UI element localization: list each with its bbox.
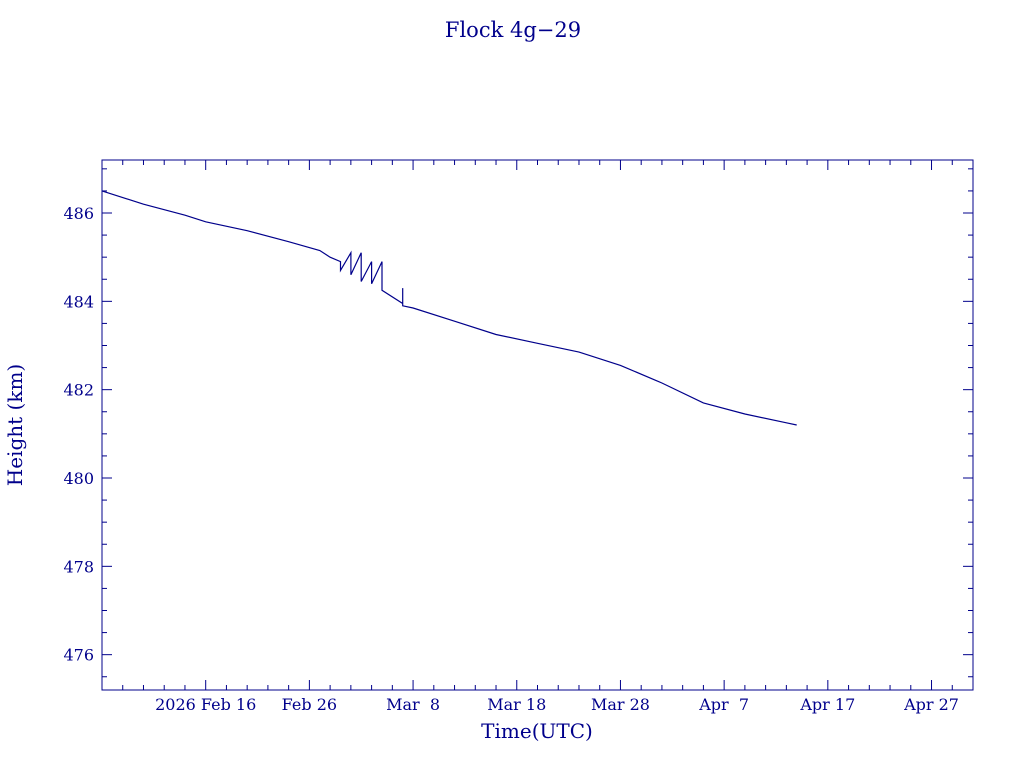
y-tick-labels: 476 478 480 482 484 486 [63,204,94,665]
y-tick-label: 482 [63,381,94,400]
y-tick-label: 486 [63,204,94,223]
y-tick-label: 476 [63,646,94,665]
y-tick-label: 478 [63,557,94,576]
y-tick-label: 484 [63,292,94,311]
x-tick-label: Apr 7 [698,695,749,714]
x-tick-label: Mar 8 [386,695,440,714]
axis-ticks [101,160,974,690]
x-tick-label: Apr 27 [903,695,959,714]
x-tick-label: 2026 Feb 16 [155,695,256,714]
x-tick-labels: 2026 Feb 16 Feb 26 Mar 8 Mar 18 Mar 28 Apr 7 A… [155,695,959,714]
x-axis-label: Time(UTC) [481,719,593,743]
height-series-line [101,190,797,426]
x-tick-label: Mar 18 [487,695,546,714]
x-tick-label: Feb 26 [282,695,337,714]
chart-title: Flock 4g−29 [445,18,581,42]
x-tick-label: Apr 17 [799,695,855,714]
y-axis-label: Height (km) [3,364,27,486]
x-tick-label: Mar 28 [591,695,650,714]
plot-frame [101,159,974,691]
y-tick-label: 480 [63,469,94,488]
